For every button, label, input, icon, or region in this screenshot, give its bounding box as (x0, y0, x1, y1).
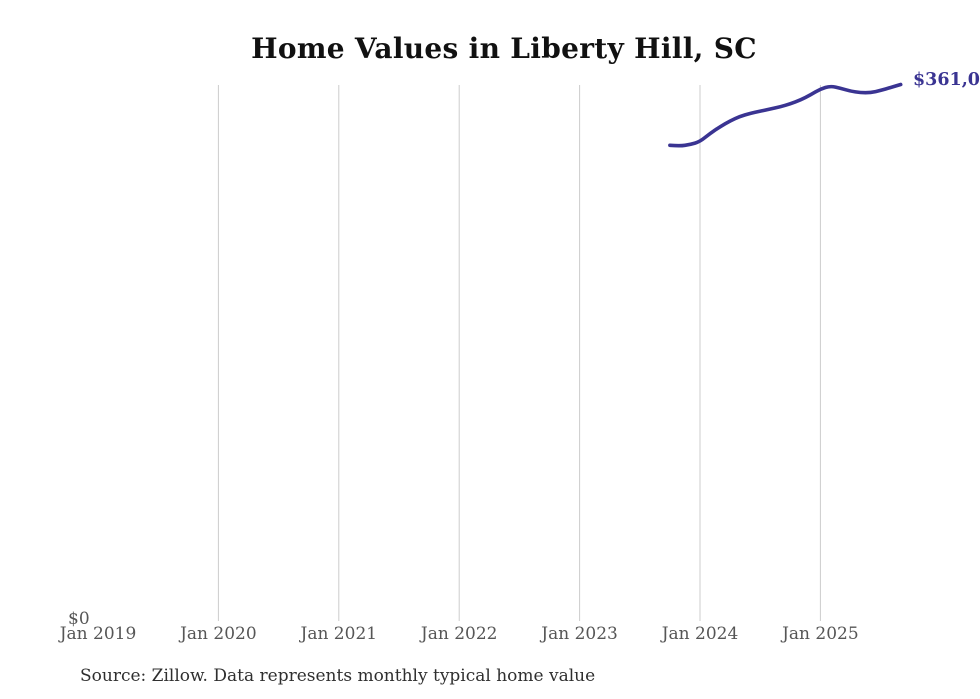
x-axis-label: Jan 2023 (541, 624, 618, 644)
x-axis-label: Jan 2020 (180, 624, 257, 644)
vertical-gridlines (217, 85, 821, 621)
x-axis-label: Jan 2021 (300, 624, 378, 644)
source-note: Source: Zillow. Data represents monthly … (80, 666, 596, 686)
x-axis-label: Jan 2024 (661, 624, 739, 644)
chart-title: Home Values in Liberty Hill, SC (251, 32, 757, 65)
x-axis-label: Jan 2022 (420, 624, 498, 644)
x-axis-label: Jan 2025 (782, 624, 859, 644)
y-axis-zero-label: $0 (68, 609, 90, 629)
x-axis-label: Jan 2019 (59, 624, 137, 644)
latest-value-label: $361,011 (913, 70, 980, 90)
home-value-line (668, 82, 903, 148)
